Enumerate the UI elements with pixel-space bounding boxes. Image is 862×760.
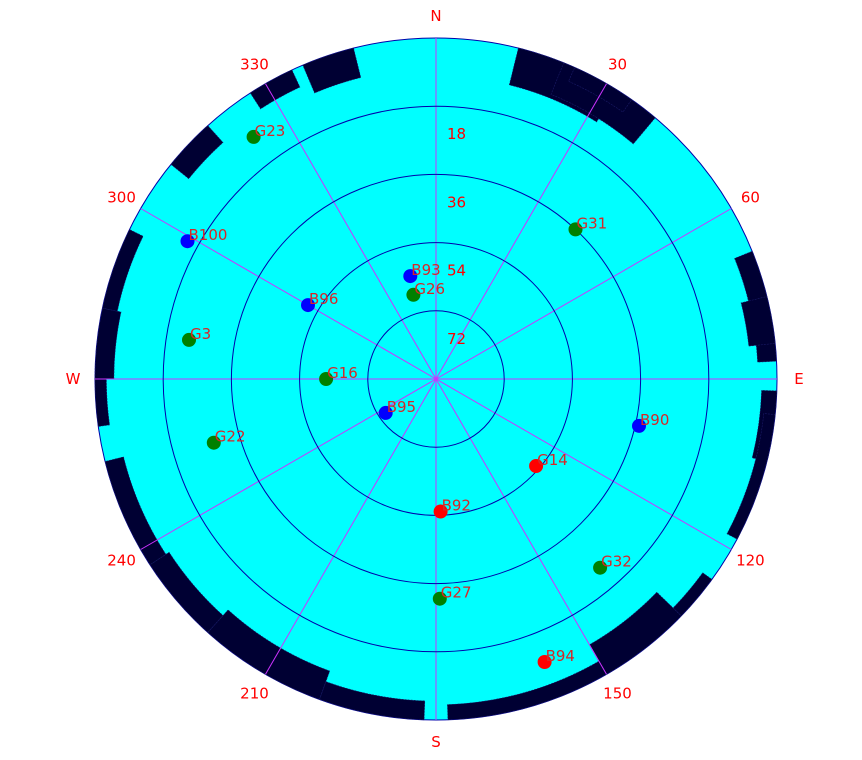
satellite-label-g16: G16 bbox=[327, 364, 358, 382]
satellite-point-g26[interactable] bbox=[406, 287, 421, 302]
elevation-label-72: 72 bbox=[447, 330, 466, 348]
azimuth-spokes bbox=[95, 38, 777, 720]
ring-72 bbox=[367, 310, 505, 448]
azimuth-label-180: S bbox=[431, 733, 441, 751]
satellite-point-g22[interactable] bbox=[206, 435, 221, 450]
obstruction-sector-2 bbox=[302, 47, 362, 94]
azimuth-label-330: 330 bbox=[240, 56, 269, 74]
ring-36 bbox=[230, 173, 642, 585]
satellite-label-g32: G32 bbox=[601, 553, 632, 571]
azimuth-label-90: E bbox=[794, 370, 803, 388]
satellite-point-g3[interactable] bbox=[182, 332, 196, 347]
obstruction-sector-11 bbox=[672, 572, 713, 617]
satellite-point-g32[interactable] bbox=[593, 560, 608, 575]
azimuth-label-300: 300 bbox=[107, 189, 136, 207]
satellite-point-g31[interactable] bbox=[568, 222, 583, 237]
spoke-60 bbox=[435, 208, 732, 380]
azimuth-label-150: 150 bbox=[603, 684, 632, 702]
satellite-label-g23: G23 bbox=[255, 122, 286, 140]
satellite-label-b92: B92 bbox=[442, 497, 471, 515]
obstruction-sector-15 bbox=[207, 609, 331, 700]
obstruction-sector-17 bbox=[104, 456, 167, 566]
satellite-point-b92[interactable] bbox=[433, 504, 448, 519]
obstruction-sector-10 bbox=[726, 413, 776, 540]
elevation-labels: 18 36 54 72 bbox=[447, 125, 466, 348]
satellite-point-b100[interactable] bbox=[180, 234, 195, 249]
satellite-label-g3: G3 bbox=[190, 325, 211, 343]
satellite-label-g22: G22 bbox=[215, 428, 246, 446]
satellite-label-b93: B93 bbox=[411, 261, 440, 279]
spoke-120 bbox=[435, 378, 732, 550]
satellite-label-g26: G26 bbox=[414, 280, 445, 298]
obstruction-sector-8 bbox=[740, 296, 776, 347]
spoke-210 bbox=[265, 378, 437, 675]
obstruction-sector-1 bbox=[249, 69, 301, 110]
spoke-330 bbox=[265, 83, 437, 380]
azimuth-label-240: 240 bbox=[107, 552, 136, 570]
elevation-rings bbox=[162, 105, 710, 653]
satellite-point-b96[interactable] bbox=[301, 298, 315, 313]
satellite-point-g16[interactable] bbox=[319, 372, 334, 386]
satellite-label-b95: B95 bbox=[387, 398, 416, 416]
obstruction-sector-16 bbox=[149, 551, 224, 633]
satellite-label-b90: B90 bbox=[640, 411, 669, 429]
azimuth-label-0: N bbox=[430, 7, 441, 25]
azimuth-label-30: 30 bbox=[608, 56, 627, 74]
satellite-point-b95[interactable] bbox=[378, 405, 393, 420]
spoke-30 bbox=[435, 83, 607, 380]
elevation-label-54: 54 bbox=[447, 262, 466, 280]
satellite-point-g23[interactable] bbox=[246, 129, 261, 144]
spoke-150 bbox=[435, 378, 607, 675]
obstruction-sector-6 bbox=[568, 67, 633, 113]
satellite-point-b90[interactable] bbox=[632, 418, 646, 433]
azimuth-label-60: 60 bbox=[741, 189, 760, 207]
obstruction-sector-13 bbox=[447, 660, 607, 721]
satellite-label-b100: B100 bbox=[189, 226, 228, 244]
satellite-label-b96: B96 bbox=[309, 290, 338, 308]
elevation-label-36: 36 bbox=[447, 193, 466, 211]
elevation-label-18: 18 bbox=[447, 125, 466, 143]
obstruction-sector-18 bbox=[94, 378, 110, 427]
satellite-point-b94[interactable] bbox=[537, 655, 552, 669]
satellite-point-g14[interactable] bbox=[529, 459, 544, 473]
azimuth-label-210: 210 bbox=[240, 684, 269, 702]
satellite-label-g14: G14 bbox=[537, 451, 568, 469]
satellite-point-b93[interactable] bbox=[403, 269, 418, 284]
satellite-label-b94: B94 bbox=[546, 647, 575, 665]
obstruction-sector-19 bbox=[94, 307, 122, 380]
obstruction-mask bbox=[94, 47, 778, 721]
satellite-label-g31: G31 bbox=[577, 214, 608, 232]
obstruction-sector-21 bbox=[170, 125, 224, 180]
satellite-point-g27[interactable] bbox=[432, 591, 447, 606]
azimuth-labels: N 30 60 E 120 150 S 210 240 W 300 330 bbox=[66, 7, 804, 751]
azimuth-label-270: W bbox=[66, 370, 81, 388]
obstruction-sector-20 bbox=[102, 229, 144, 312]
satellite-label-g27: G27 bbox=[441, 584, 472, 602]
ring-18 bbox=[162, 105, 710, 653]
azimuth-label-120: 120 bbox=[736, 552, 765, 570]
